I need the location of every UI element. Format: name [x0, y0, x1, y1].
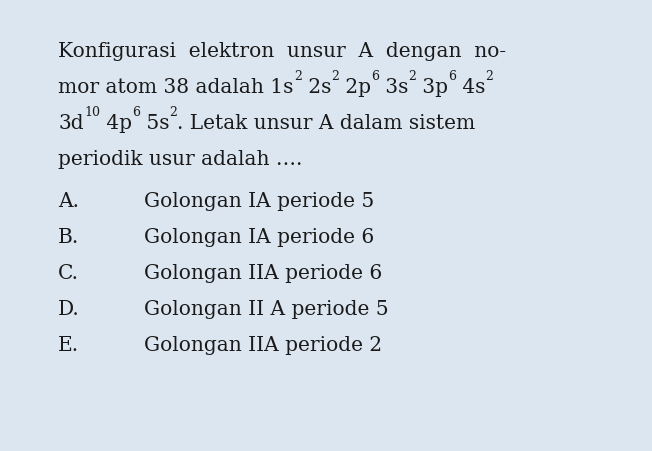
Text: 2p: 2p	[339, 78, 371, 97]
Text: A.: A.	[58, 192, 80, 211]
Text: Golongan II A periode 5: Golongan II A periode 5	[145, 300, 389, 319]
Text: 4p: 4p	[100, 114, 132, 133]
Text: 4s: 4s	[456, 78, 486, 97]
Text: 3p: 3p	[416, 78, 448, 97]
Text: 10: 10	[84, 106, 100, 119]
Text: Golongan IA periode 6: Golongan IA periode 6	[145, 228, 375, 247]
Text: 2: 2	[170, 106, 177, 119]
Text: . Letak unsur A dalam sistem: . Letak unsur A dalam sistem	[177, 114, 475, 133]
Text: 6: 6	[132, 106, 140, 119]
Text: Golongan IIA periode 2: Golongan IIA periode 2	[145, 336, 383, 355]
Text: 3s: 3s	[379, 78, 408, 97]
Text: 2: 2	[331, 70, 339, 83]
Text: 6: 6	[371, 70, 379, 83]
Text: Golongan IIA periode 6: Golongan IIA periode 6	[145, 264, 383, 283]
Text: periodik usur adalah ….: periodik usur adalah ….	[58, 150, 303, 169]
Text: B.: B.	[58, 228, 80, 247]
Text: D.: D.	[58, 300, 80, 319]
Text: 2: 2	[293, 70, 302, 83]
Text: 2: 2	[408, 70, 416, 83]
Text: 2: 2	[486, 70, 494, 83]
Text: Golongan IA periode 5: Golongan IA periode 5	[145, 192, 375, 211]
Text: 6: 6	[448, 70, 456, 83]
Text: E.: E.	[58, 336, 80, 355]
Text: mor atom 38 adalah 1s: mor atom 38 adalah 1s	[58, 78, 293, 97]
Text: Konfigurasi  elektron  unsur  A  dengan  no-: Konfigurasi elektron unsur A dengan no-	[58, 41, 507, 61]
Text: C.: C.	[58, 264, 80, 283]
Text: 2s: 2s	[302, 78, 331, 97]
Text: 5s: 5s	[140, 114, 170, 133]
Text: 3d: 3d	[58, 114, 84, 133]
